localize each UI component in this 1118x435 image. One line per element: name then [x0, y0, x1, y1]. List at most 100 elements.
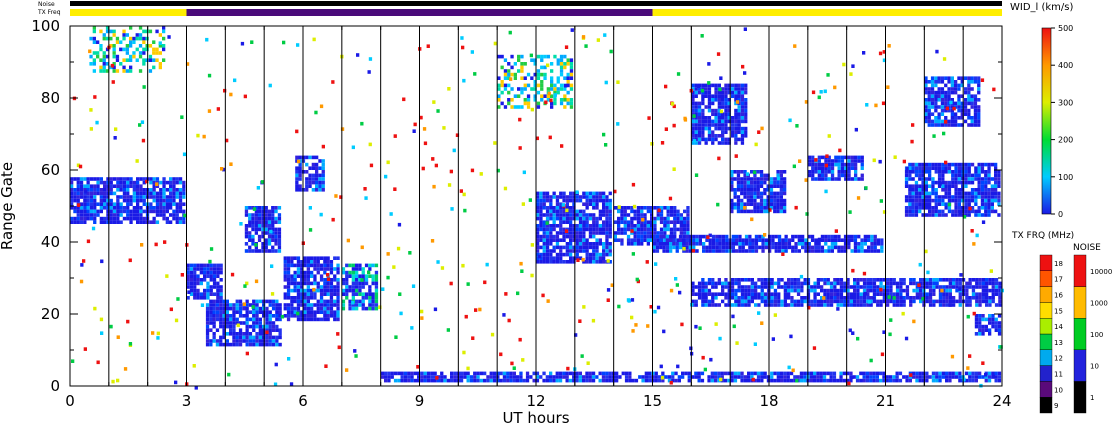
- heat-cell-r2: [245, 306, 249, 311]
- heat-cell-r11: [759, 198, 764, 203]
- heat-cell-r0: [152, 216, 156, 221]
- heat-cell-r13: [990, 177, 994, 181]
- heat-cell-r17: [776, 371, 780, 376]
- heat-cell-r7: [542, 195, 546, 199]
- heat-cell-r2: [215, 342, 220, 347]
- heat-cell-r3: [274, 209, 278, 214]
- heat-cell-r9: [847, 245, 851, 250]
- heat-cell-r16: [102, 36, 106, 41]
- heat-cell-r8: [640, 231, 644, 235]
- heat-cell-r7: [575, 242, 579, 246]
- heat-cell-r0: [136, 177, 140, 181]
- heat-cell-r0: [165, 209, 169, 214]
- heat-cell-r7: [545, 224, 550, 228]
- heat-cell-r8: [633, 231, 637, 235]
- heat-cell-r4: [313, 281, 317, 286]
- heat-cell-r0: [142, 198, 146, 203]
- heat-cell-r7: [539, 234, 543, 239]
- heat-cell-r17: [908, 375, 912, 379]
- heat-cell-r7: [562, 209, 566, 214]
- heat-cell-scatter: [701, 355, 705, 360]
- heat-cell-r9: [735, 242, 739, 246]
- heat-cell-r9: [678, 238, 683, 242]
- heat-cell-r15: [566, 83, 570, 88]
- heat-cell-r13: [961, 188, 965, 192]
- heat-cell-scatter: [847, 381, 851, 386]
- heat-cell-r10: [754, 303, 758, 307]
- heat-cell-r18: [944, 90, 948, 95]
- heat-cell-r10: [853, 288, 857, 293]
- heat-cell-r10: [796, 281, 801, 286]
- heat-cell-scatter: [353, 349, 357, 353]
- heat-cell-r8: [650, 224, 654, 228]
- heat-cell-r7: [536, 209, 540, 214]
- heat-cell-r10: [919, 299, 923, 304]
- heat-cell-r13: [951, 198, 955, 203]
- heat-cell-scatter: [109, 324, 113, 329]
- heat-cell-r3: [271, 231, 275, 235]
- heat-cell-r17: [687, 371, 691, 376]
- heat-cell-r7: [608, 231, 612, 235]
- heat-cell-r10: [829, 292, 834, 296]
- heat-cell-r10: [763, 292, 768, 296]
- heat-cell-r17: [935, 378, 939, 383]
- heat-cell-r9: [735, 249, 739, 253]
- heat-cell-r13: [918, 177, 922, 181]
- heat-cell-r18: [924, 83, 928, 88]
- heat-cell-r10: [813, 299, 817, 304]
- heat-cell-r11: [779, 206, 783, 210]
- heat-cell-r14: [707, 130, 712, 134]
- heat-cell-r13: [964, 180, 968, 185]
- heat-cell-r4: [319, 292, 324, 296]
- heat-cell-r10: [790, 285, 794, 289]
- heat-cell-r10: [734, 292, 738, 296]
- heat-cell-r5: [374, 270, 379, 275]
- heat-cell-r8: [659, 213, 664, 217]
- heat-cell-r10: [912, 299, 916, 304]
- heat-cell-r7: [588, 252, 593, 257]
- heat-cell-r14: [724, 83, 728, 88]
- heat-cell-r5: [374, 303, 379, 307]
- heat-cell-scatter: [421, 166, 425, 171]
- heat-cell-scatter: [464, 314, 468, 319]
- heat-cell-r16: [112, 62, 116, 66]
- heat-cell-r10: [787, 296, 791, 300]
- heat-cell-r8: [640, 242, 644, 246]
- heat-cell-r0: [86, 188, 90, 192]
- heat-cell-r10: [816, 278, 820, 282]
- heat-cell-r17: [918, 375, 922, 379]
- heat-cell-r0: [175, 216, 179, 221]
- heat-cell-scatter: [461, 263, 465, 268]
- heat-cell-scatter: [89, 108, 93, 112]
- heat-cell-r9: [810, 238, 815, 242]
- heat-cell-r18: [930, 101, 935, 106]
- heat-cell-r13: [924, 177, 928, 181]
- heat-cell-r9: [791, 245, 795, 250]
- heat-cell-r17: [466, 371, 470, 376]
- heat-cell-r0: [76, 216, 80, 221]
- heat-cell-r5: [341, 292, 346, 296]
- heat-cell-r8: [673, 227, 677, 232]
- heat-cell-r15: [500, 80, 504, 84]
- heat-cell-r12: [840, 173, 845, 178]
- heat-cell-r13: [980, 198, 985, 203]
- heat-cell-r10: [856, 288, 860, 293]
- heat-cell-r7: [605, 231, 609, 235]
- heat-cell-r10: [899, 278, 903, 282]
- heat-cell-r1: [219, 263, 223, 268]
- heat-cell-scatter: [794, 205, 798, 210]
- heat-cell-scatter: [222, 167, 226, 172]
- heat-cell-r18: [977, 80, 981, 84]
- heat-cell-r18: [973, 108, 978, 113]
- heat-cell-r10: [889, 278, 893, 282]
- heat-cell-r17: [499, 378, 503, 383]
- heat-cell-r5: [341, 306, 346, 311]
- heat-cell-r6: [298, 166, 302, 170]
- heat-cell-r0: [112, 209, 117, 214]
- heat-cell-r7: [562, 252, 566, 257]
- heat-cell-r10: [747, 296, 751, 300]
- heat-cell-r10: [938, 299, 943, 304]
- heat-cell-r7: [592, 231, 596, 235]
- heat-cell-r14: [707, 119, 712, 124]
- heat-cell-r13: [974, 198, 978, 203]
